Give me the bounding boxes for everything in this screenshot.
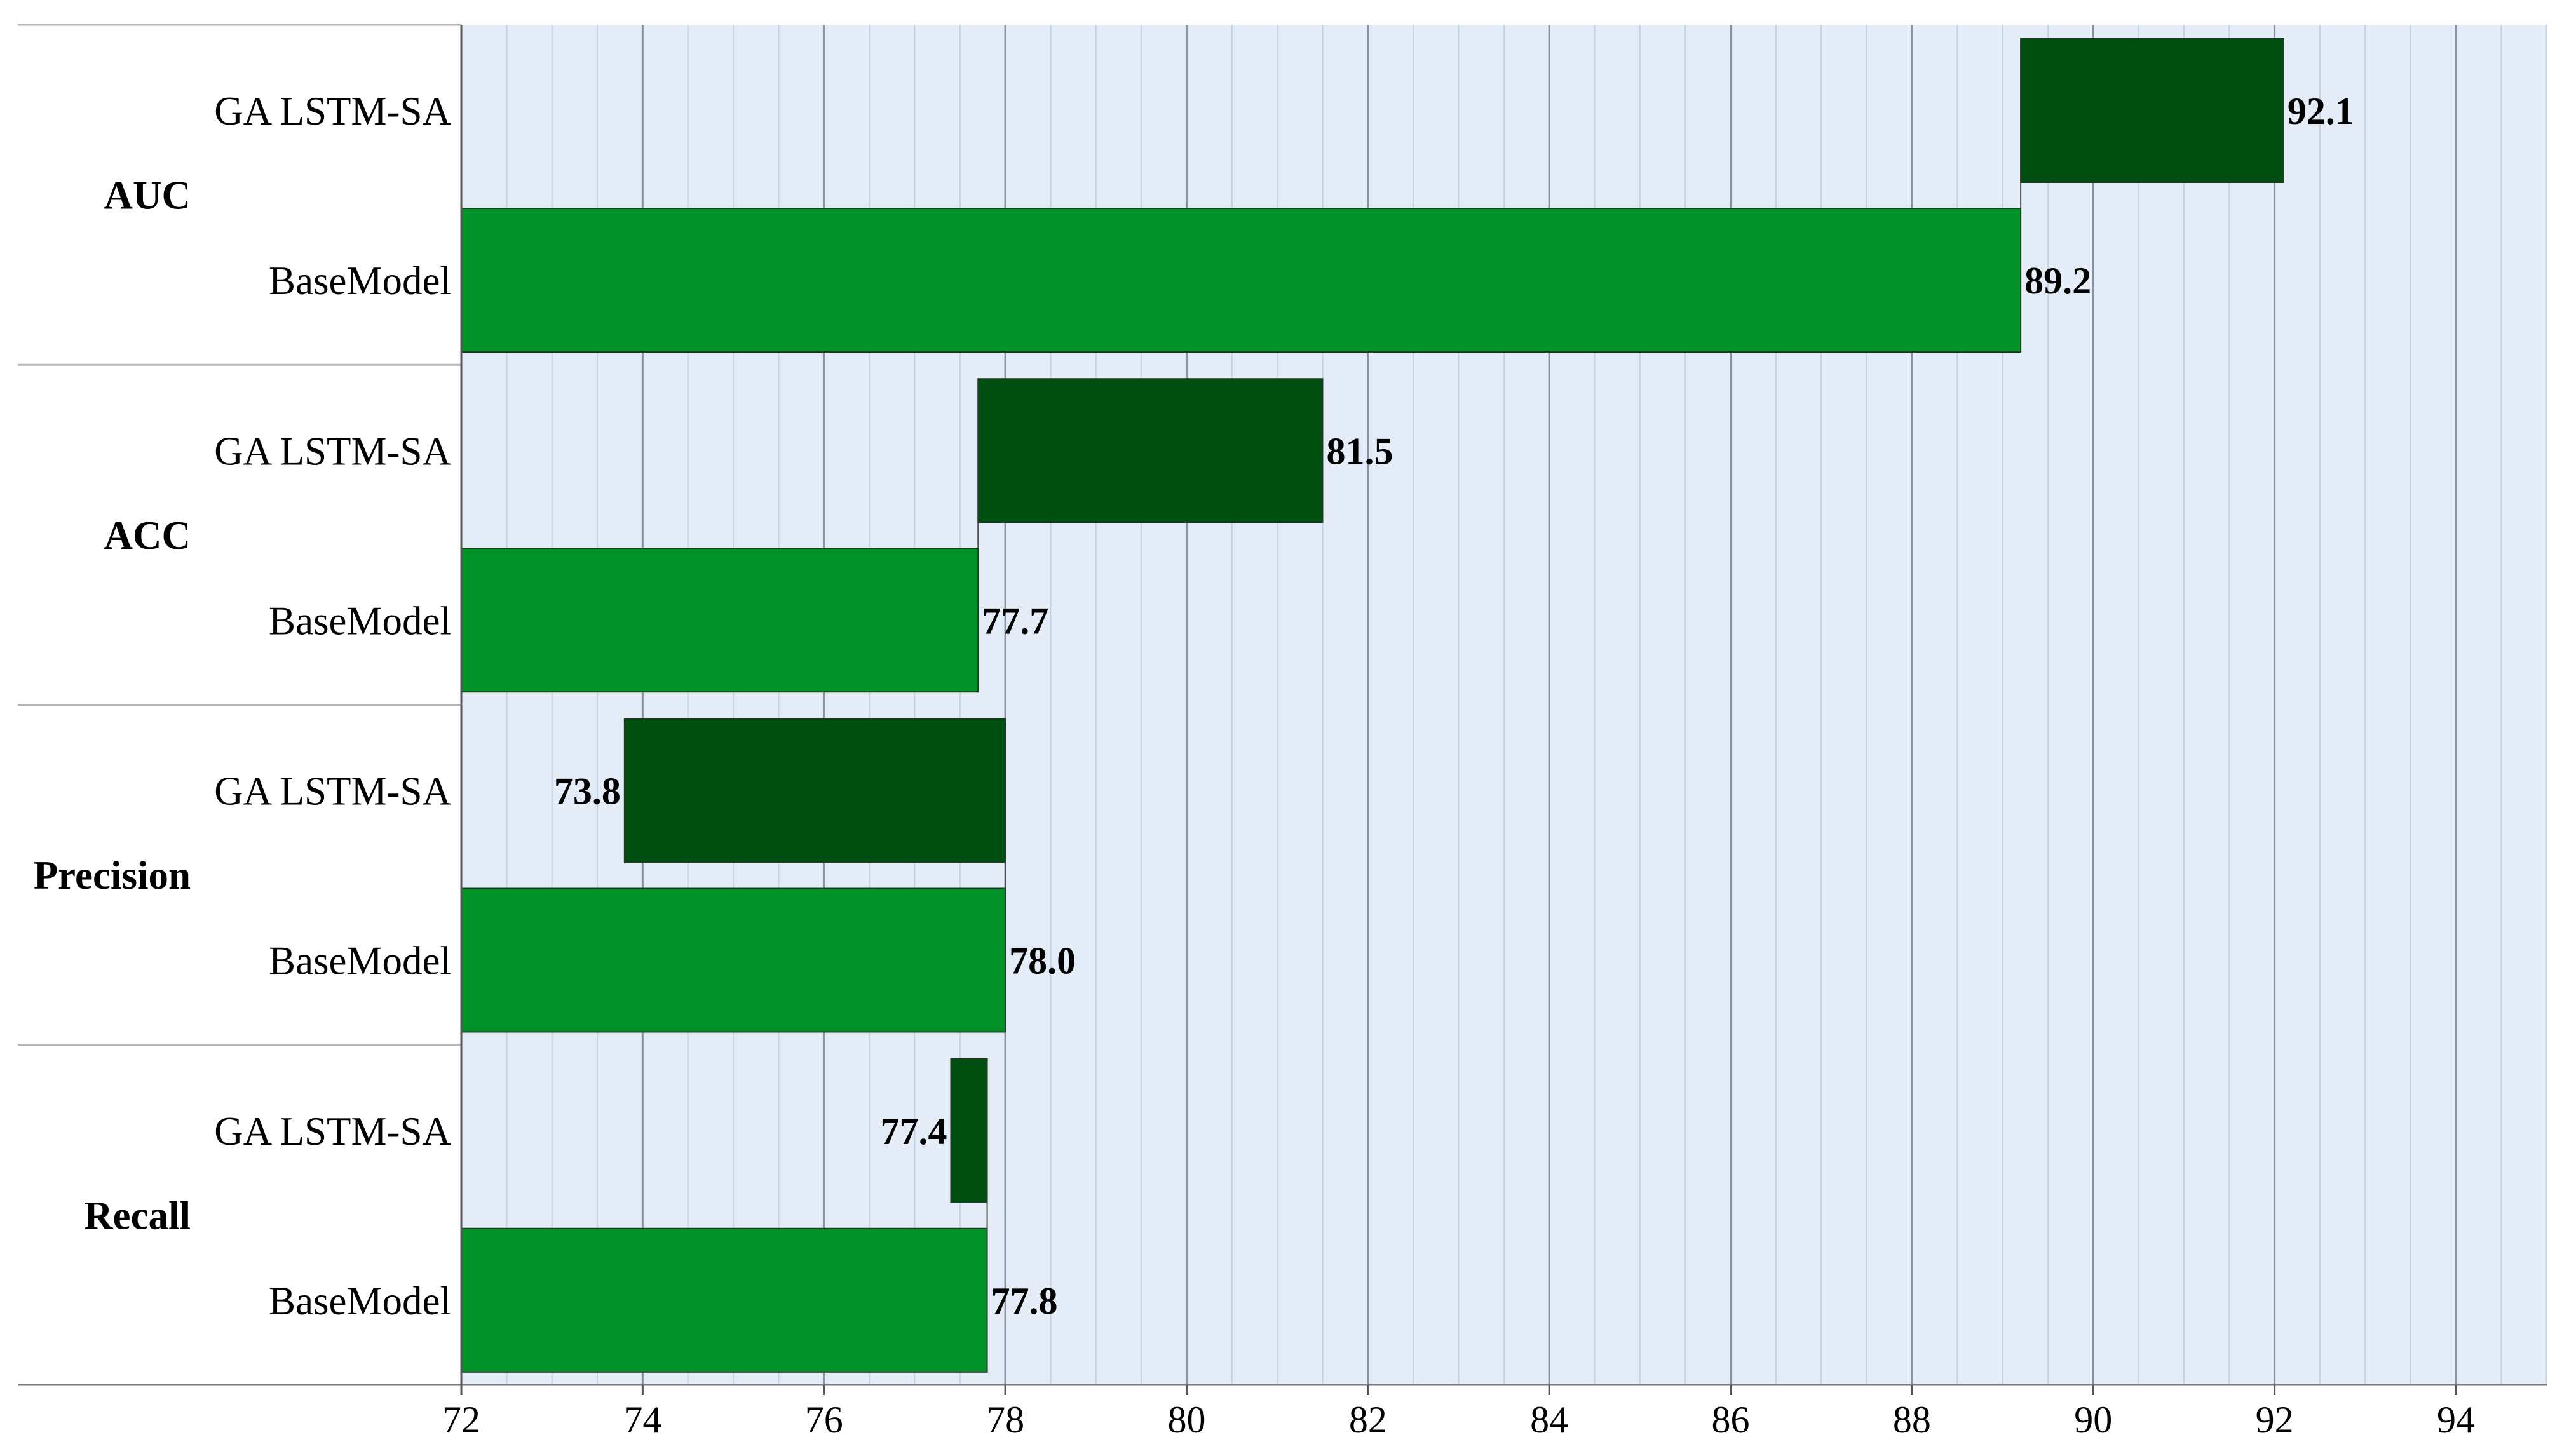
x-tick-label: 88: [1893, 1399, 1931, 1441]
category-label: AUC: [104, 173, 191, 218]
model-label: BaseModel: [269, 1279, 451, 1323]
x-axis: 72 74 76 78 80 82 84 86 88 90 92 94: [18, 25, 2547, 1441]
x-tick-label: 90: [2074, 1399, 2112, 1441]
x-tick-label: 86: [1712, 1399, 1750, 1441]
value-label: 73.8: [554, 771, 621, 812]
bar-recall-ga-lstm-sa: [950, 1058, 988, 1203]
category-label: Recall: [84, 1193, 191, 1237]
value-label: 77.7: [982, 600, 1048, 642]
x-tick-label: 80: [1167, 1399, 1205, 1441]
x-tick-label: 94: [2437, 1399, 2475, 1441]
x-tick-label: 74: [623, 1399, 661, 1441]
group-separators: [18, 24, 461, 1386]
bar-acc-basemodel: [461, 548, 979, 693]
x-tick-label: 78: [986, 1399, 1024, 1441]
model-label: GA LSTM-SA: [214, 429, 451, 473]
model-label: GA LSTM-SA: [214, 89, 451, 133]
model-label: BaseModel: [269, 598, 451, 643]
value-label: 89.2: [2024, 260, 2091, 302]
bar-precision-ga-lstm-sa: [623, 718, 1006, 863]
bar-acc-ga-lstm-sa: [977, 378, 1324, 523]
model-label: BaseModel: [269, 939, 451, 983]
bar-auc-ga-lstm-sa: [2020, 38, 2284, 183]
labels-layer: AUC GA LSTM-SA 92.1 BaseModel 89.2 ACC GA LSTM…: [34, 89, 2354, 1323]
bar-recall-basemodel: [461, 1227, 988, 1373]
bar-precision-basemodel: [461, 887, 1006, 1033]
x-tick-label: 76: [805, 1399, 843, 1441]
value-label: 81.5: [1326, 430, 1393, 472]
value-label: 78.0: [1009, 940, 1076, 982]
x-tick-label: 84: [1530, 1399, 1568, 1441]
category-label: Precision: [34, 853, 191, 898]
bar-auc-basemodel: [461, 208, 2022, 353]
value-label: 77.8: [991, 1280, 1058, 1322]
model-label: GA LSTM-SA: [214, 1109, 451, 1154]
bars-layer: [461, 38, 2284, 1373]
category-label: ACC: [104, 513, 191, 558]
model-label: GA LSTM-SA: [214, 769, 451, 814]
model-label: BaseModel: [269, 259, 451, 303]
x-tick-label: 72: [442, 1399, 480, 1441]
value-label: 92.1: [2288, 90, 2354, 132]
x-tick-label: 82: [1349, 1399, 1387, 1441]
x-tick-label: 92: [2256, 1399, 2294, 1441]
value-label: 77.4: [880, 1110, 947, 1152]
